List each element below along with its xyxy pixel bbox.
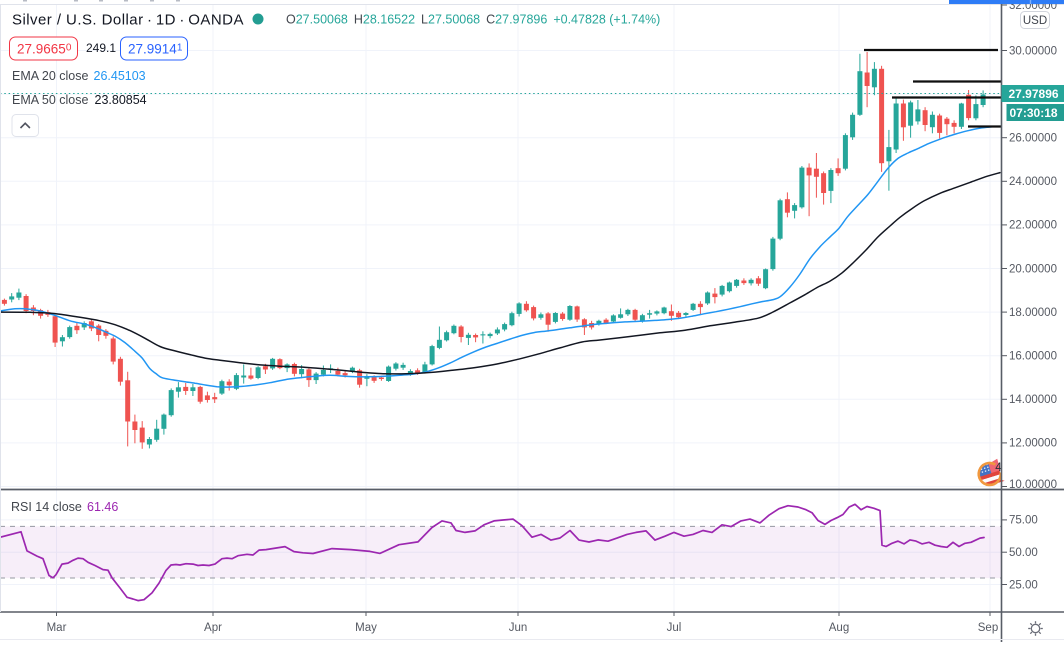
svg-text:Jul: Jul — [667, 622, 682, 634]
svg-text:50.00: 50.00 — [1009, 547, 1038, 559]
svg-text:07:30:18: 07:30:18 — [1010, 106, 1058, 120]
svg-text:26.45103: 26.45103 — [94, 69, 146, 83]
svg-text:27.97896: 27.97896 — [1009, 87, 1059, 101]
svg-text:Mar: Mar — [47, 622, 67, 634]
svg-text:Jun: Jun — [509, 622, 528, 634]
svg-text:26.00000: 26.00000 — [1009, 133, 1057, 145]
svg-text:14.00000: 14.00000 — [1009, 394, 1057, 406]
svg-text:USD: USD — [1023, 15, 1047, 27]
svg-text:27.96650: 27.96650 — [17, 42, 72, 57]
svg-text:Aug: Aug — [829, 622, 849, 634]
svg-text:EMA 50 close: EMA 50 close — [12, 93, 88, 107]
svg-text:16.00000: 16.00000 — [1009, 351, 1057, 363]
svg-text:27.99141: 27.99141 — [128, 42, 183, 57]
svg-text:10.00000: 10.00000 — [1009, 479, 1057, 491]
svg-text:20.00000: 20.00000 — [1009, 263, 1057, 275]
svg-text:12.00000: 12.00000 — [1009, 438, 1057, 450]
svg-text:Apr: Apr — [204, 622, 222, 634]
svg-text:24.00000: 24.00000 — [1009, 176, 1057, 188]
svg-text:249.1: 249.1 — [86, 41, 116, 55]
svg-text:18.00000: 18.00000 — [1009, 307, 1057, 319]
svg-text:May: May — [355, 622, 377, 634]
svg-text:Sep: Sep — [978, 622, 998, 634]
svg-text:25.00: 25.00 — [1009, 579, 1038, 591]
svg-text:RSI 14 close: RSI 14 close — [11, 500, 82, 514]
svg-text:22.00000: 22.00000 — [1009, 220, 1057, 232]
svg-text:75.00: 75.00 — [1009, 515, 1038, 527]
svg-text:23.80854: 23.80854 — [95, 93, 147, 107]
svg-text:30.00000: 30.00000 — [1009, 45, 1057, 57]
svg-text:EMA 20 close: EMA 20 close — [12, 69, 88, 83]
svg-text:Silver / U.S. Dollar · 1D · OA: Silver / U.S. Dollar · 1D · OANDA — [12, 12, 244, 29]
svg-text:61.46: 61.46 — [87, 500, 118, 514]
